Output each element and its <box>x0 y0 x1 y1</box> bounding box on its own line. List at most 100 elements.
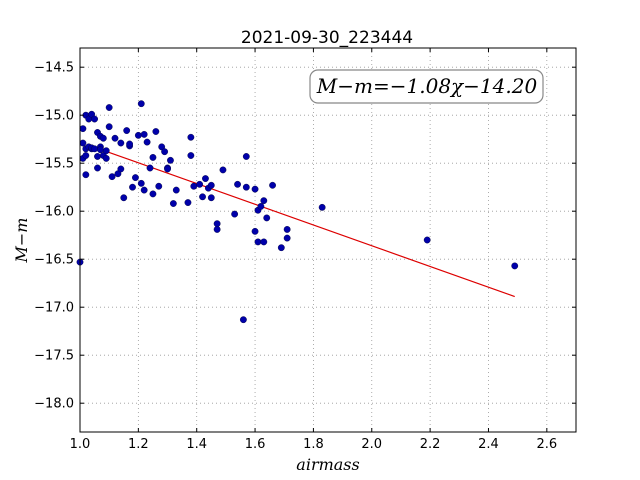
y-tick-label: −17.5 <box>34 349 74 364</box>
grid <box>79 48 576 432</box>
y-tick-label: −18.0 <box>34 397 74 412</box>
data-point <box>126 140 134 148</box>
data-point <box>102 154 110 162</box>
fit-annotation: M−m=−1.08χ−14.20 <box>309 69 544 104</box>
data-point <box>123 127 131 134</box>
y-tick-label: −16.0 <box>34 205 74 220</box>
data-point <box>143 138 151 146</box>
data-point <box>149 190 157 198</box>
data-point <box>134 131 142 139</box>
data-point <box>149 154 157 161</box>
data-point <box>213 220 221 228</box>
x-tick-label: 2.2 <box>420 437 441 452</box>
data-point <box>257 202 265 210</box>
data-point <box>251 185 259 193</box>
data-point <box>260 238 268 246</box>
data-point <box>91 145 98 153</box>
data-point <box>97 146 104 154</box>
x-tick-label: 1.2 <box>128 437 149 452</box>
data-point <box>120 194 128 202</box>
data-point <box>79 125 87 133</box>
data-point <box>242 153 250 160</box>
data-point <box>169 200 177 207</box>
x-tick-label: 1.8 <box>303 437 324 452</box>
data-point <box>190 182 198 190</box>
x-axis-label: airmass <box>296 455 359 474</box>
data-point <box>102 147 110 155</box>
data-point <box>105 104 113 111</box>
data-point <box>164 165 171 173</box>
data-point <box>207 181 215 189</box>
x-tick-label: 1.4 <box>186 437 207 452</box>
data-point <box>146 164 154 172</box>
data-point <box>251 227 259 235</box>
y-tick-label: −15.0 <box>34 109 74 124</box>
y-axis-label: M−m <box>12 218 31 264</box>
data-point <box>79 139 87 147</box>
x-tick-label: 2.4 <box>478 437 499 452</box>
data-point <box>140 130 148 138</box>
data-point <box>155 182 163 190</box>
data-point <box>187 152 195 159</box>
data-point <box>242 183 250 191</box>
data-point <box>137 179 145 187</box>
data-point <box>207 194 215 202</box>
y-tick-label: −14.5 <box>34 61 74 76</box>
data-point <box>187 133 195 141</box>
data-point <box>94 164 101 172</box>
data-point <box>82 171 90 179</box>
data-point <box>111 134 119 142</box>
data-point <box>231 210 239 218</box>
annotation-box <box>309 69 544 104</box>
data-point <box>277 244 285 252</box>
data-point <box>172 186 180 194</box>
x-tick-label: 2.6 <box>536 437 557 452</box>
data-point <box>283 226 291 233</box>
y-tick-label: −16.5 <box>34 253 74 268</box>
fit-equation: M−m=−1.08χ−14.20 <box>316 74 538 98</box>
data-point <box>82 152 90 159</box>
data-point <box>269 181 276 189</box>
data-point <box>234 180 241 188</box>
data-point <box>105 123 113 131</box>
data-point <box>91 115 98 123</box>
plot-frame <box>79 47 577 433</box>
chart-title: 2021-09-30_223444 <box>241 28 413 48</box>
data-point <box>213 226 221 233</box>
y-tick-label: −17.0 <box>34 301 74 316</box>
data-point <box>94 153 101 160</box>
data-point <box>511 262 519 270</box>
data-points <box>76 100 519 324</box>
data-point <box>260 197 268 205</box>
data-point <box>117 165 125 173</box>
data-point <box>132 174 139 182</box>
data-point <box>239 316 247 324</box>
data-point <box>263 214 271 222</box>
axis-ticks: 1.0 1.2 1.4 1.6 1.8 2.0 2.2 2.4 2.6 −14.5 −15.0 −15… <box>34 48 576 452</box>
data-point <box>196 180 204 188</box>
fit-line <box>94 146 515 298</box>
data-point <box>423 236 431 244</box>
fit-line-group <box>94 146 515 298</box>
y-tick-label: −15.5 <box>34 157 74 172</box>
data-point <box>152 128 160 135</box>
data-point <box>140 186 148 194</box>
x-tick-label: 2.0 <box>361 437 382 452</box>
data-point <box>129 183 136 191</box>
data-point <box>99 134 107 142</box>
data-point <box>219 166 227 174</box>
data-point <box>283 234 291 242</box>
data-point <box>161 148 169 156</box>
x-tick-label: 1.0 <box>70 437 91 452</box>
data-point <box>137 100 145 108</box>
data-point <box>117 139 125 147</box>
data-point <box>184 199 192 206</box>
data-point <box>202 175 209 182</box>
data-point <box>199 193 206 201</box>
data-point <box>167 156 174 164</box>
data-point <box>254 238 262 246</box>
data-point <box>108 173 116 181</box>
data-point <box>318 203 326 211</box>
x-tick-label: 1.6 <box>245 437 266 452</box>
